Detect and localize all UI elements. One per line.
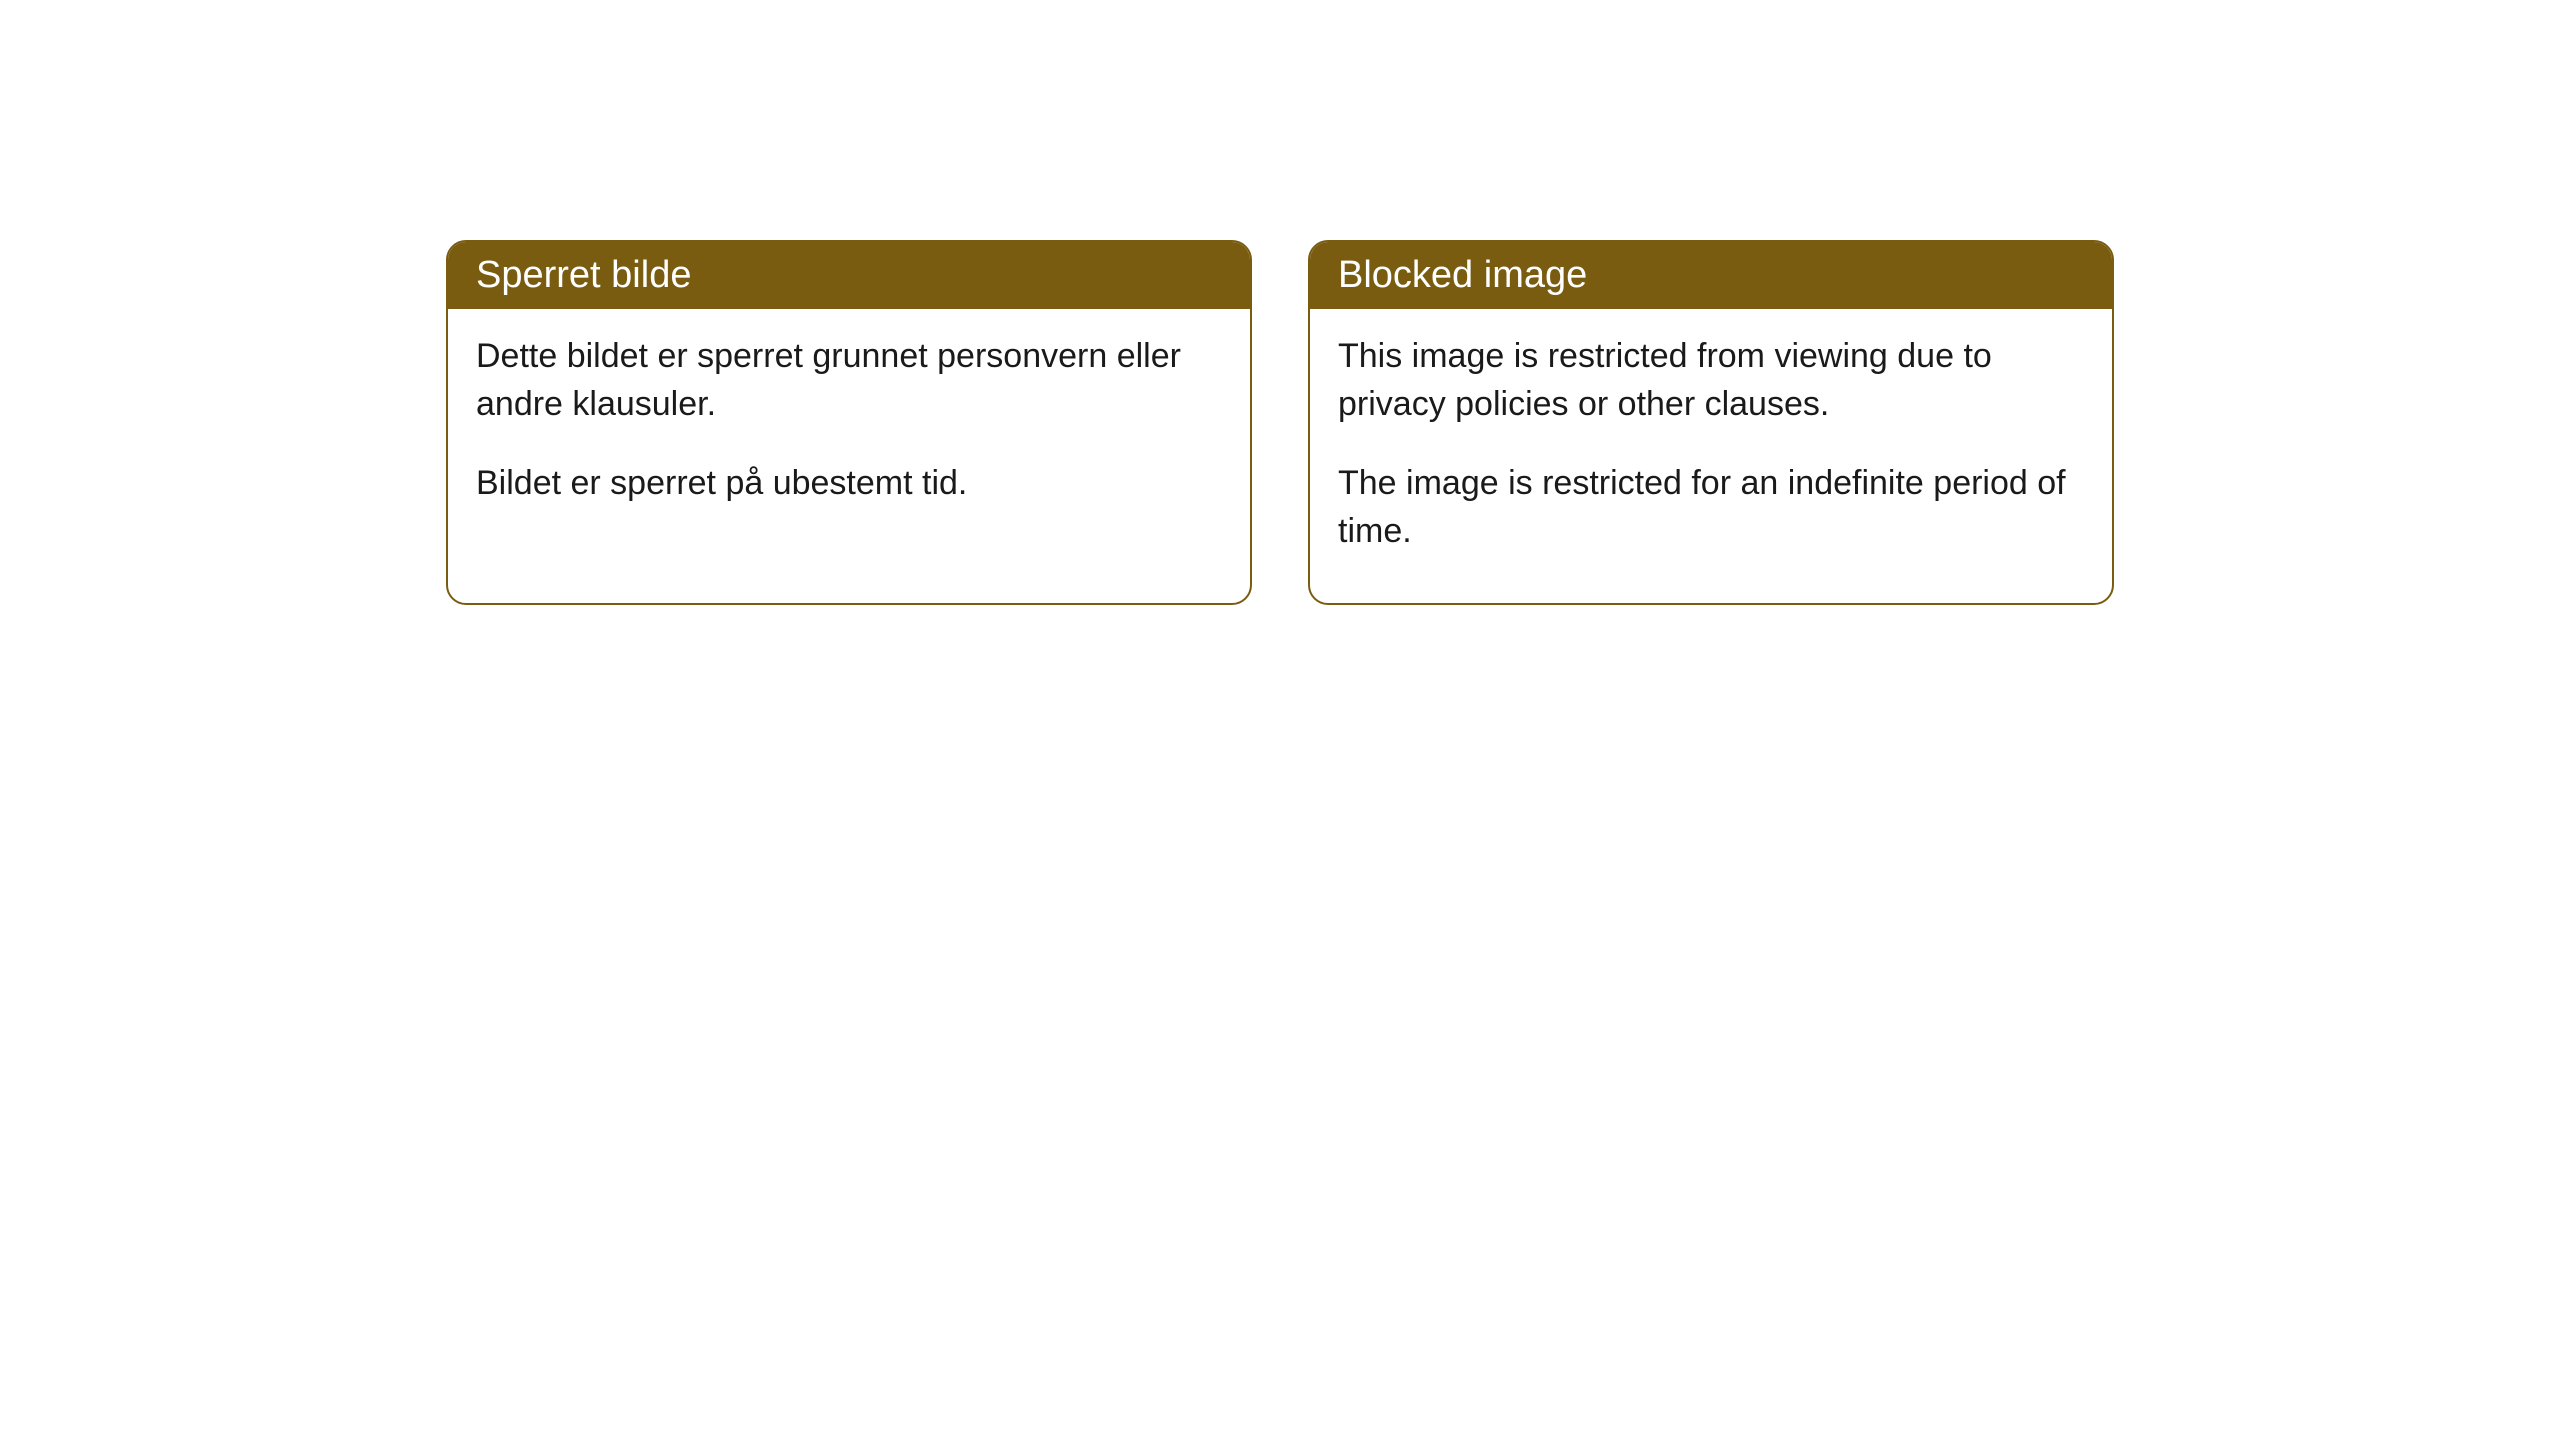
card-header-norwegian: Sperret bilde xyxy=(448,242,1250,309)
card-header-english: Blocked image xyxy=(1310,242,2112,309)
card-title-norwegian: Sperret bilde xyxy=(476,254,691,296)
card-paragraph-2-english: The image is restricted for an indefinit… xyxy=(1338,460,2084,555)
card-body-english: This image is restricted from viewing du… xyxy=(1310,309,2112,603)
notice-card-norwegian: Sperret bilde Dette bildet er sperret gr… xyxy=(446,240,1252,605)
cards-container: Sperret bilde Dette bildet er sperret gr… xyxy=(446,240,2114,605)
card-title-english: Blocked image xyxy=(1338,254,1587,296)
notice-card-english: Blocked image This image is restricted f… xyxy=(1308,240,2114,605)
card-body-norwegian: Dette bildet er sperret grunnet personve… xyxy=(448,309,1250,556)
card-paragraph-2-norwegian: Bildet er sperret på ubestemt tid. xyxy=(476,460,1222,508)
card-paragraph-1-norwegian: Dette bildet er sperret grunnet personve… xyxy=(476,333,1222,428)
card-paragraph-1-english: This image is restricted from viewing du… xyxy=(1338,333,2084,428)
